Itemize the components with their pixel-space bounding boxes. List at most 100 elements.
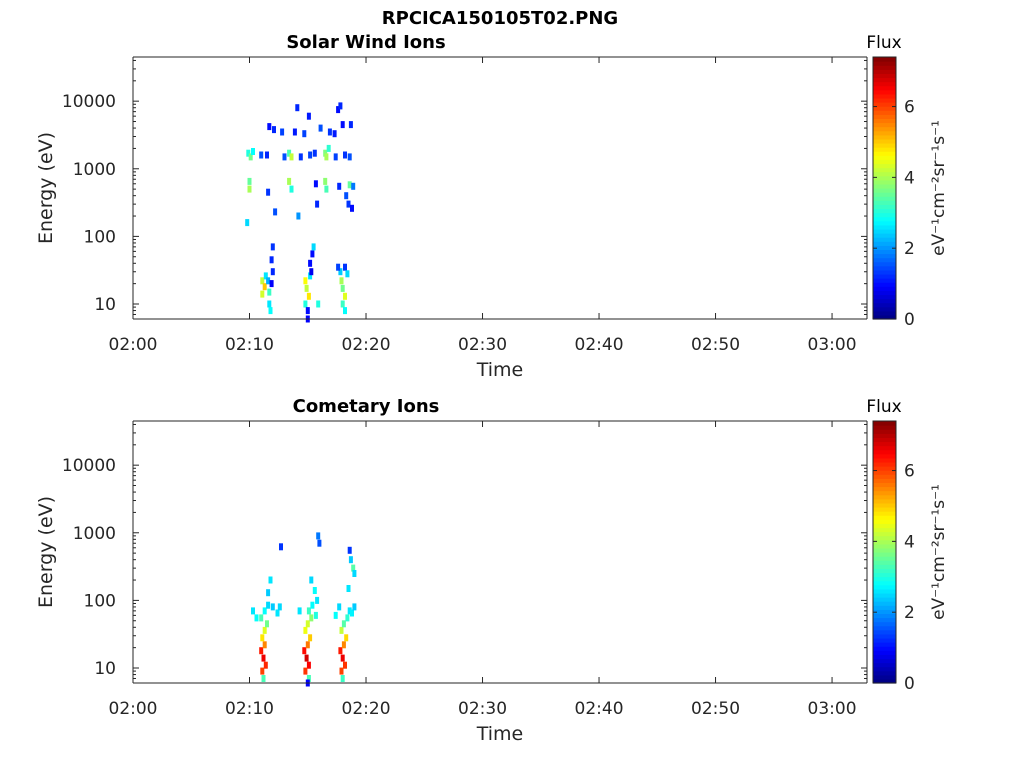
colorbar-segment — [873, 65, 896, 70]
colorbar-segment — [873, 580, 896, 586]
colorbar-segment — [873, 572, 896, 578]
spectrogram-pixel — [260, 277, 265, 285]
colorbar-title: Flux — [866, 33, 901, 53]
spectrogram-pixel — [343, 661, 347, 669]
colorbar-segment — [873, 666, 896, 672]
colorbar-segment — [873, 486, 896, 492]
colorbar-segment — [873, 584, 896, 590]
colorbar-segment — [873, 167, 896, 173]
spectrogram-pixel — [347, 153, 352, 161]
colorbar-segment — [873, 93, 896, 99]
colorbar: 0 2 4 6 Flux eV⁻¹cm⁻²sr⁻¹s⁻¹ — [866, 397, 949, 694]
spectrogram-pixel — [351, 564, 356, 572]
colorbar-segment — [873, 482, 896, 488]
colorbar-segment — [873, 126, 896, 132]
spectrogram-pixel — [339, 667, 344, 675]
colorbar-segment — [873, 470, 896, 475]
figure-title: RPCICA150105T02.PNG — [382, 8, 618, 29]
colorbar-segment — [873, 61, 896, 66]
spectrogram-pixel — [262, 626, 267, 634]
colorbar-segment — [873, 674, 896, 680]
colorbar-segment — [873, 498, 896, 504]
spectrogram-pixel — [343, 307, 347, 315]
x-tick-label: 03:00 — [808, 699, 857, 719]
colorbar-segment — [873, 204, 896, 210]
spectrogram-pixel — [295, 104, 300, 112]
colorbar-segment — [873, 678, 896, 684]
colorbar-frame — [872, 56, 897, 320]
colorbar-segment — [873, 494, 896, 500]
colorbar-segment — [873, 122, 896, 128]
colorbar-title: Flux — [866, 397, 901, 417]
y-tick-label: 100 — [84, 591, 116, 611]
spectrogram-pixel — [308, 272, 313, 280]
spectrogram-pixel — [338, 268, 343, 276]
colorbar-segment — [873, 597, 896, 602]
colorbar-segment — [873, 106, 896, 111]
y-tick-label: 100 — [84, 227, 116, 247]
spectrogram-pixel — [340, 284, 345, 292]
spectrogram-pixel — [333, 611, 338, 619]
colorbar-segment — [873, 273, 896, 279]
colorbar-segment — [873, 425, 896, 430]
panel-title: Solar Wind Ions — [286, 32, 445, 53]
colorbar-segment — [873, 237, 896, 242]
colorbar-segment — [873, 245, 896, 250]
colorbar-segment — [873, 556, 896, 561]
spectrogram-pixel — [303, 277, 308, 285]
colorbar-segment — [873, 523, 896, 529]
spectrogram-pixel — [336, 106, 341, 114]
colorbar-segment — [873, 216, 896, 222]
colorbar-segment — [873, 535, 896, 541]
spectrogram-pixel — [259, 151, 264, 159]
colorbar-segment — [873, 85, 896, 91]
colorbar-segment — [873, 81, 896, 87]
colorbar-segment — [873, 478, 896, 483]
spectrogram-pixel — [316, 300, 321, 308]
colorbar-segment — [873, 506, 896, 512]
spectrogram-pixel — [348, 121, 353, 129]
spectrogram-pixel — [297, 607, 302, 615]
spectrogram-pixel — [272, 126, 276, 134]
colorbar-tick-label: 0 — [904, 310, 915, 330]
colorbar-segment — [873, 539, 896, 545]
colorbar-tick-label: 4 — [904, 168, 915, 188]
colorbar-segment — [873, 527, 896, 533]
spectrogram-pixel — [338, 102, 343, 110]
colorbar-segment — [873, 646, 896, 651]
y-tick-label: 1000 — [73, 524, 116, 544]
colorbar-segment — [873, 192, 896, 197]
spectrogram-pixel — [343, 263, 347, 271]
spectrogram-pixel — [337, 603, 342, 611]
spectrogram-pixel — [267, 300, 272, 308]
colorbar-segment — [873, 77, 896, 83]
spectrogram-pixel — [332, 130, 337, 138]
y-tick-label: 10000 — [62, 456, 116, 476]
x-tick-label: 02:40 — [575, 335, 624, 355]
spectrogram-pixel — [275, 609, 280, 617]
colorbar-segment — [873, 261, 896, 267]
colorbar-segment — [873, 97, 896, 103]
spectrogram-pixel — [270, 243, 275, 251]
x-tick-label: 02:20 — [342, 335, 391, 355]
colorbar-tick-label: 4 — [904, 532, 915, 552]
spectrogram-pixel — [323, 177, 328, 185]
x-tick-label: 03:00 — [808, 335, 857, 355]
spectrogram-pixel — [302, 130, 307, 138]
colorbar-segment — [873, 568, 896, 574]
spectrogram-pixel — [313, 180, 318, 188]
spectrogram-pixel — [313, 611, 318, 619]
colorbar-segment — [873, 233, 896, 238]
colorbar-segment — [873, 490, 896, 496]
colorbar-segment — [873, 441, 896, 447]
spectrogram-pixel — [343, 292, 347, 300]
spectrogram-pixel — [266, 277, 271, 285]
spectrogram-pixel — [304, 654, 309, 662]
colorbar-segment — [873, 130, 896, 136]
colorbar-segment — [873, 576, 896, 582]
colorbar-segment — [873, 257, 896, 263]
colorbar-segment — [873, 253, 896, 259]
spectrogram-pixel — [303, 626, 308, 634]
spectrogram-pixel — [336, 263, 341, 271]
colorbar-frame — [872, 420, 897, 684]
